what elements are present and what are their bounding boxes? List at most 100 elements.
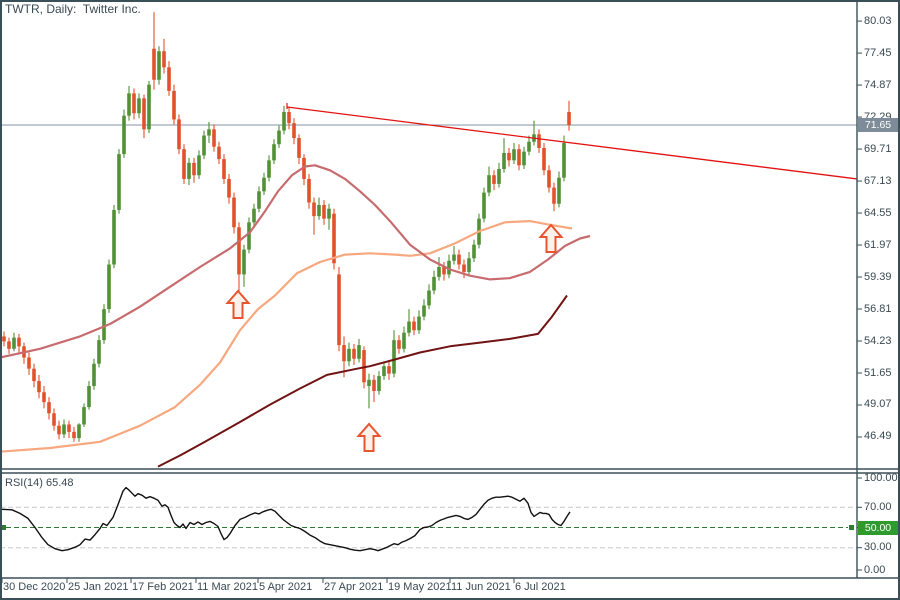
candle (207, 129, 211, 136)
candle (192, 162, 196, 176)
trendline[interactable] (286, 106, 858, 180)
candle (202, 135, 206, 156)
candle (122, 115, 126, 155)
rsi-indicator-label: RSI(14) 65.48 (5, 477, 74, 489)
candle (352, 348, 356, 359)
candle (162, 51, 166, 68)
date-axis-label: 19 May 2021 (388, 581, 452, 593)
ma-line-long (157, 294, 568, 468)
candle (347, 348, 351, 362)
candle (482, 192, 486, 219)
candle (72, 431, 76, 439)
date-axis-label: 11 Jun 2021 (451, 581, 511, 593)
candle (427, 290, 431, 306)
candle (87, 386, 91, 408)
candle (312, 202, 316, 217)
price-axis-label: 67.13 (864, 174, 892, 187)
candle (177, 119, 181, 150)
rsi-axis-label: 0.00 (864, 563, 886, 576)
candle (117, 154, 121, 210)
rsi-axis-label: 70.00 (864, 500, 892, 513)
candle (507, 152, 511, 161)
candle (62, 424, 66, 435)
rsi-level-marker-right (849, 525, 854, 530)
ma-line-medium (0, 164, 591, 359)
date-axis-label: 17 Feb 2021 (132, 581, 194, 593)
rsi-panel[interactable] (0, 486, 857, 552)
candle (527, 141, 531, 152)
candle (397, 340, 401, 349)
main-price-panel[interactable] (0, 12, 858, 468)
candle (392, 340, 396, 374)
candle (237, 227, 241, 275)
ma-line-slow (0, 220, 573, 453)
candle (362, 350, 366, 383)
candle (27, 357, 31, 369)
candle (467, 258, 471, 272)
candle (57, 425, 61, 435)
candle (512, 149, 516, 161)
up-arrow-annotation[interactable] (538, 223, 564, 253)
candle (47, 402, 51, 414)
candle (552, 187, 556, 204)
candle (487, 175, 491, 193)
price-axis-label: 69.71 (864, 142, 892, 155)
candle (77, 424, 81, 439)
candle (152, 48, 156, 80)
candle (462, 264, 466, 272)
candle (402, 332, 406, 349)
candle (17, 337, 21, 347)
candle (167, 67, 171, 91)
candle (337, 274, 341, 346)
candle (297, 138, 301, 158)
candle (382, 366, 386, 377)
candle (37, 381, 41, 393)
candle (187, 162, 191, 179)
candle (262, 177, 266, 192)
price-axis-label: 54.23 (864, 334, 892, 347)
candle (457, 254, 461, 265)
rsi-axis-label: 100.00 (864, 471, 898, 484)
candle (567, 111, 571, 125)
candle (112, 209, 116, 265)
candle (452, 254, 456, 261)
candle (132, 93, 136, 114)
date-axis-label: 27 Apr 2021 (324, 581, 384, 593)
price-axis-label: 46.49 (864, 430, 892, 443)
candle (442, 266, 446, 275)
candle (52, 413, 56, 426)
current-price-badge: 71.65 (858, 118, 898, 132)
candle (372, 379, 376, 391)
candle (447, 260, 451, 275)
candle (272, 144, 276, 161)
candle (97, 340, 101, 364)
price-axis-label: 80.03 (864, 14, 892, 27)
candle (252, 208, 256, 223)
candle (437, 266, 441, 277)
candle (102, 309, 106, 341)
candle (142, 98, 146, 130)
candle (107, 264, 111, 310)
rsi-level-marker-left (1, 525, 6, 530)
candle (67, 424, 71, 432)
candle (212, 129, 216, 147)
candle (222, 159, 226, 179)
candle (137, 98, 141, 114)
candle (322, 204, 326, 219)
candle (232, 197, 236, 228)
candle (332, 213, 336, 264)
candle (317, 204, 321, 217)
date-axis-label: 25 Jan 2021 (68, 581, 129, 593)
up-arrow-annotation[interactable] (356, 422, 382, 452)
candle (537, 134, 541, 148)
candle (502, 152, 506, 170)
candle (327, 208, 331, 219)
candle (547, 170, 551, 188)
candle (82, 407, 86, 425)
candle (32, 368, 36, 382)
up-arrow-annotation[interactable] (225, 289, 251, 319)
candle (92, 363, 96, 387)
